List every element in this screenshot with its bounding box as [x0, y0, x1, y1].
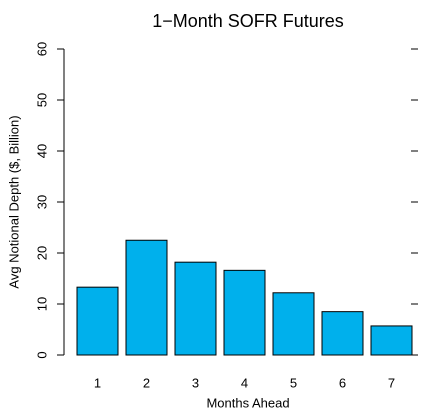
y-tick-label: 60 — [34, 42, 49, 56]
x-tick-label: 1 — [94, 375, 101, 390]
bar — [272, 292, 315, 356]
bar — [370, 325, 413, 356]
x-tick-label: 4 — [241, 375, 248, 390]
chart-title: 1−Month SOFR Futures — [152, 11, 344, 31]
x-tick-label: 5 — [290, 375, 297, 390]
y-axis-label: Avg Notional Depth ($, Billion) — [6, 115, 21, 288]
y-tick-label: 10 — [34, 297, 49, 311]
bar — [76, 286, 119, 356]
x-tick-label: 2 — [143, 375, 150, 390]
bar — [125, 239, 168, 356]
bar — [174, 261, 217, 356]
x-tick-label: 7 — [388, 375, 395, 390]
x-tick-label: 6 — [339, 375, 346, 390]
bar — [321, 311, 364, 356]
x-tick-label: 3 — [192, 375, 199, 390]
y-tick-label: 30 — [34, 195, 49, 209]
x-axis-label: Months Ahead — [206, 395, 289, 410]
y-tick-label: 0 — [34, 351, 49, 358]
y-tick-label: 20 — [34, 246, 49, 260]
bar — [223, 269, 266, 356]
y-tick-label: 40 — [34, 144, 49, 158]
y-tick-label: 50 — [34, 93, 49, 107]
